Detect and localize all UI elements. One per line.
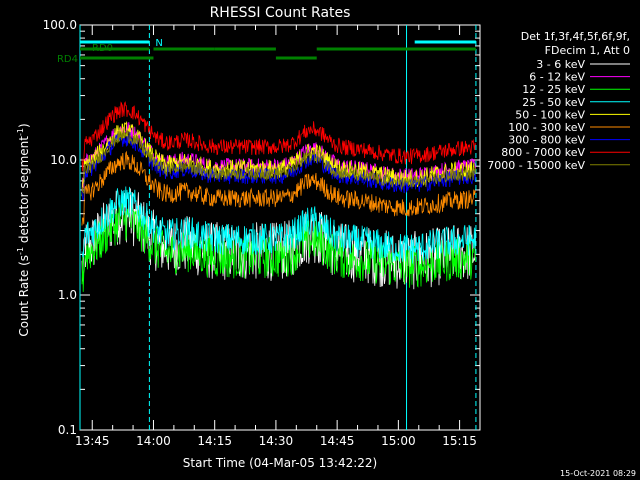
y-axis-label: Count Rate (s-1 detector segment-1) <box>16 123 31 336</box>
x-tick-label: 15:00 <box>381 434 416 448</box>
legend-label-3: 25 - 50 keV <box>522 96 585 109</box>
y-label-exp1: -1 <box>16 247 25 255</box>
x-tick-label: 15:15 <box>442 434 477 448</box>
legend-label-6: 300 - 800 keV <box>508 134 585 147</box>
y-tick-label: 10.0 <box>50 153 77 167</box>
series-line-7 <box>81 101 476 172</box>
series-line-4 <box>81 120 476 197</box>
status-bar-label: RD4 <box>57 54 78 65</box>
x-tick-label: 14:45 <box>320 434 355 448</box>
x-tick-label: 14:15 <box>197 434 232 448</box>
x-axis-label: Start Time (04-Mar-05 13:42:22) <box>183 456 377 470</box>
legend-label-0: 3 - 6 keV <box>536 58 585 71</box>
y-label-middle: detector segment <box>17 136 31 247</box>
series-line-5 <box>81 150 476 226</box>
y-label-prefix: Count Rate (s <box>17 255 31 337</box>
chart-title: RHESSI Count Rates <box>210 5 351 21</box>
status-bar-label: N <box>155 38 162 49</box>
y-label-exp2: -1 <box>16 128 25 136</box>
series-line-8 <box>81 129 476 194</box>
y-tick-label: 0.1 <box>58 423 77 437</box>
legend-label-7: 800 - 7000 keV <box>501 146 585 159</box>
footer-timestamp: 15-Oct-2021 08:29 <box>560 469 636 478</box>
series-line-3 <box>81 186 476 264</box>
plot-area: 0.1 1.0 10.0 100.0 13:45 14:00 14:15 14:30 14:45… <box>43 18 481 448</box>
legend-label-1: 6 - 12 keV <box>529 71 585 84</box>
status-bar-label: RD0 <box>92 43 113 54</box>
legend: Det 1f,3f,4f,5f,6f,9f, FDecim 1, Att 0 3… <box>487 30 630 172</box>
x-tick-label: 13:45 <box>75 434 110 448</box>
y-label-suffix: ) <box>17 123 31 128</box>
legend-label-5: 100 - 300 keV <box>508 121 585 134</box>
y-tick-label: 1.0 <box>58 288 77 302</box>
x-tick-label: 14:30 <box>259 434 294 448</box>
legend-label-8: 7000 - 15000 keV <box>487 159 585 172</box>
svg-text:Count Rate (s-1 detector segme: Count Rate (s-1 detector segment-1) <box>16 123 31 336</box>
x-tick-label: 14:00 <box>136 434 171 448</box>
legend-header-line-1: Det 1f,3f,4f,5f,6f,9f, <box>521 30 630 43</box>
legend-header-line-2: FDecim 1, Att 0 <box>545 44 630 57</box>
legend-label-2: 12 - 25 keV <box>522 83 585 96</box>
legend-label-4: 50 - 100 keV <box>515 108 585 121</box>
y-tick-label: 100.0 <box>43 18 77 32</box>
